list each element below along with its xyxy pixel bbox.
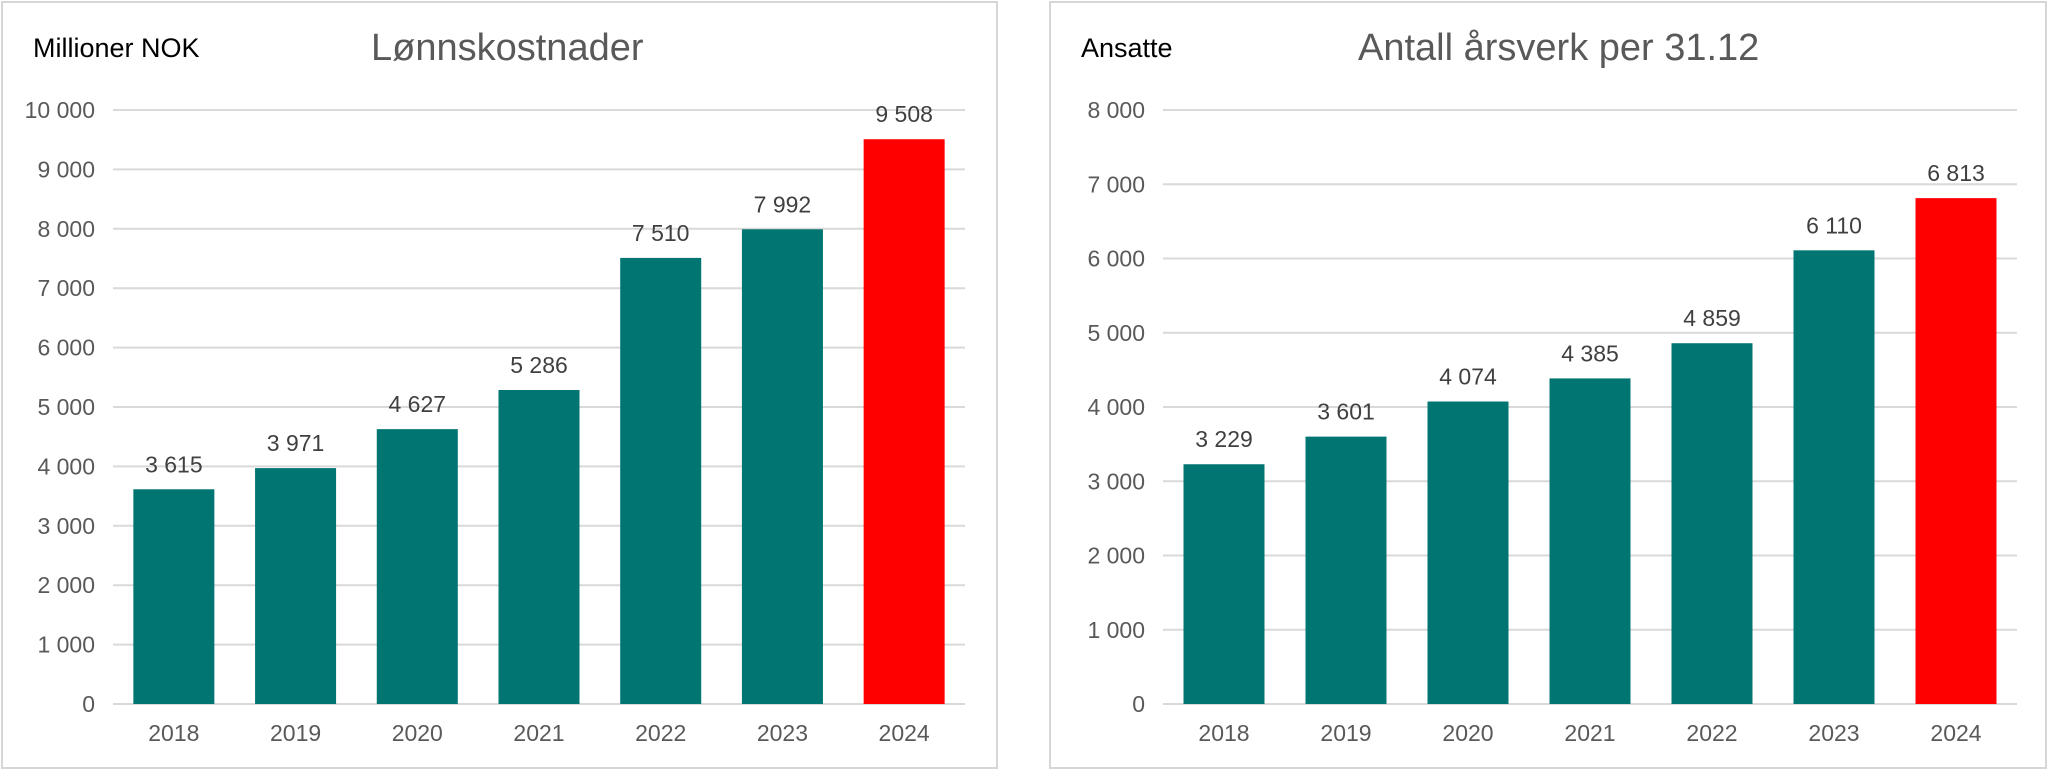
data-label: 3 615: [145, 451, 203, 477]
y-tick-label: 2 000: [1087, 543, 1145, 569]
data-label: 4 627: [389, 391, 447, 417]
bar: [133, 489, 215, 704]
y-tick-label: 1 000: [1087, 617, 1145, 643]
y-tick-label: 2 000: [37, 572, 95, 598]
chart-panel-fte: Ansatte Antall årsverk per 31.12 0 1 000 2…: [1049, 1, 2047, 769]
y-tick-label: 7 000: [1087, 171, 1145, 197]
y-tick-label: 6 000: [37, 335, 95, 361]
y-tick-label: 7 000: [37, 275, 95, 301]
bar: [620, 257, 702, 704]
bar: [376, 429, 458, 704]
bar: [1427, 401, 1509, 704]
y-tick-label: 8 000: [1087, 97, 1145, 123]
y-tick-label: 10 000: [25, 97, 95, 123]
data-label: 3 601: [1317, 399, 1375, 425]
y-tick-label: 5 000: [1087, 320, 1145, 346]
data-label: 7 992: [754, 191, 812, 217]
x-tick-label: 2024: [879, 720, 930, 746]
data-label: 6 110: [1806, 212, 1862, 238]
y-tick-label: 0: [82, 691, 95, 717]
data-label: 3 971: [267, 430, 325, 456]
data-label: 9 508: [875, 101, 933, 127]
y-tick-label: 3 000: [37, 513, 95, 539]
x-tick-label: 2023: [757, 720, 808, 746]
data-label: 3 229: [1195, 426, 1253, 452]
y-tick-label: 9 000: [37, 156, 95, 182]
bar: [255, 468, 337, 704]
y-tick-label: 5 000: [37, 394, 95, 420]
x-tick-label: 2021: [513, 720, 564, 746]
y-tick-label: 4 000: [37, 453, 95, 479]
bar: [1793, 250, 1875, 704]
x-tick-label: 2020: [1442, 720, 1493, 746]
data-label: 7 510: [632, 220, 690, 246]
y-tick-label: 4 000: [1087, 394, 1145, 420]
y-tick-label: 6 000: [1087, 246, 1145, 272]
bar-chart-salary-costs: 0 1 000 2 000 3 000 4 000 5 000 6 000 7 000 8 00…: [25, 97, 965, 746]
bar: [498, 390, 580, 704]
bar: [863, 139, 945, 704]
x-tick-label: 2021: [1564, 720, 1615, 746]
x-tick-label: 2019: [1320, 720, 1371, 746]
x-tick-label: 2022: [1686, 720, 1737, 746]
bar: [741, 229, 823, 704]
y-unit-label: Ansatte: [1081, 33, 1173, 63]
x-tick-label: 2020: [392, 720, 443, 746]
bar: [1671, 343, 1753, 704]
x-tick-label: 2018: [1198, 720, 1249, 746]
x-tick-label: 2018: [148, 720, 199, 746]
data-label: 6 813: [1927, 160, 1985, 186]
bar: [1183, 464, 1265, 704]
y-tick-label: 8 000: [37, 216, 95, 242]
chart-panel-salary-costs: Millioner NOK Lønnskostnader 0 1 000 2 000…: [1, 1, 998, 769]
y-unit-label: Millioner NOK: [33, 33, 200, 63]
chart-title: Antall årsverk per 31.12: [1358, 27, 1760, 69]
y-tick-label: 1 000: [37, 632, 95, 658]
bar: [1915, 198, 1997, 704]
data-label: 4 385: [1561, 340, 1619, 366]
bar: [1549, 378, 1631, 704]
y-tick-label: 3 000: [1087, 468, 1145, 494]
x-tick-label: 2022: [635, 720, 686, 746]
x-tick-label: 2023: [1808, 720, 1859, 746]
chart-title: Lønnskostnader: [371, 27, 644, 69]
bar: [1305, 436, 1387, 704]
x-tick-label: 2024: [1930, 720, 1981, 746]
data-label: 4 074: [1439, 364, 1497, 390]
data-label: 5 286: [510, 352, 568, 378]
bar-chart-fte: 0 1 000 2 000 3 000 4 000 5 000 6 000 7 000 8 00…: [1087, 97, 2017, 746]
data-label: 4 859: [1683, 305, 1741, 331]
x-tick-label: 2019: [270, 720, 321, 746]
y-tick-label: 0: [1132, 691, 1145, 717]
